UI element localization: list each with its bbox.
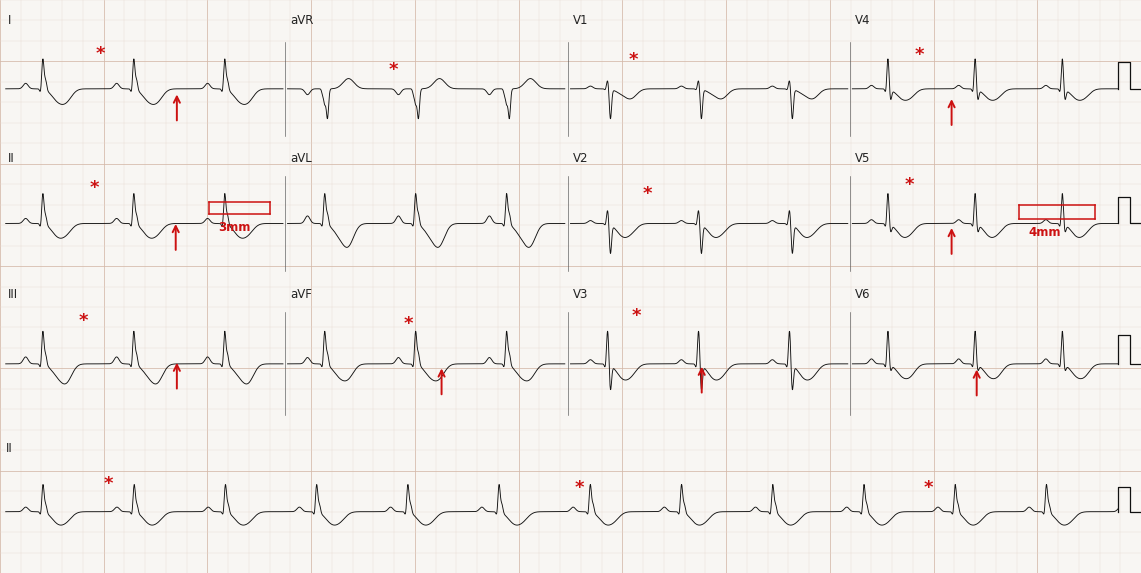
Text: aVL: aVL xyxy=(290,152,311,165)
Text: *: * xyxy=(389,61,398,80)
Text: 3mm: 3mm xyxy=(218,221,250,234)
Text: *: * xyxy=(104,475,113,493)
Text: *: * xyxy=(924,479,933,497)
Text: V2: V2 xyxy=(573,152,589,165)
Text: V5: V5 xyxy=(855,152,869,165)
Text: aVF: aVF xyxy=(290,288,311,301)
Text: *: * xyxy=(90,179,99,197)
Text: *: * xyxy=(905,175,914,194)
Text: *: * xyxy=(575,479,584,497)
Text: *: * xyxy=(96,45,105,64)
Text: *: * xyxy=(915,46,924,64)
Text: II: II xyxy=(8,152,15,165)
Text: V3: V3 xyxy=(573,288,588,301)
Text: III: III xyxy=(8,288,18,301)
Text: V6: V6 xyxy=(855,288,871,301)
Text: II: II xyxy=(6,442,13,456)
Text: 4mm: 4mm xyxy=(1028,226,1060,239)
Text: *: * xyxy=(79,312,88,330)
Text: *: * xyxy=(632,307,641,325)
Text: V4: V4 xyxy=(855,14,871,28)
Text: V1: V1 xyxy=(573,14,589,28)
Text: *: * xyxy=(642,185,652,203)
Text: *: * xyxy=(404,315,413,333)
Text: *: * xyxy=(629,51,638,69)
Text: aVR: aVR xyxy=(290,14,313,28)
Text: I: I xyxy=(8,14,11,28)
